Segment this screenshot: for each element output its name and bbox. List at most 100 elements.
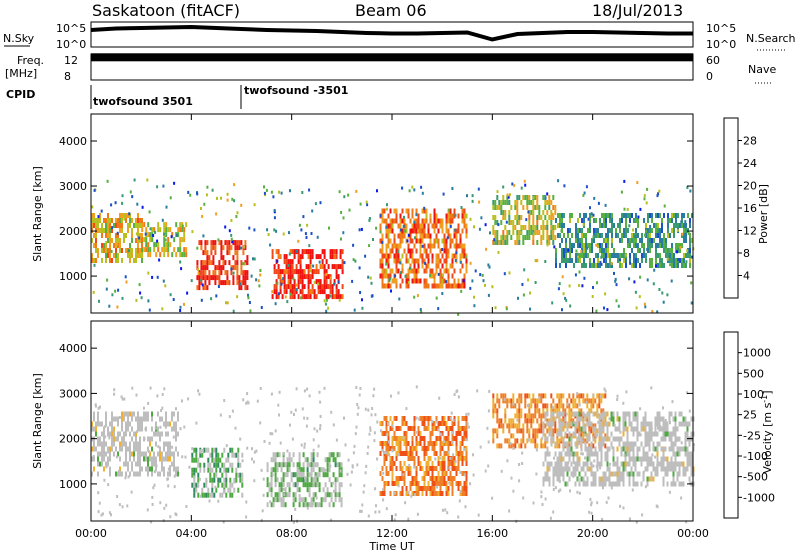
power-cell [277, 294, 280, 300]
velocity-cell [592, 481, 595, 487]
power-cell [295, 249, 298, 253]
velocity-cell [459, 451, 462, 456]
power-cell [532, 240, 535, 245]
power-cell [498, 200, 501, 205]
velocity-cell [656, 464, 659, 468]
power-cell [317, 284, 320, 290]
velocity-cell [688, 451, 691, 457]
velocity-cell [123, 436, 125, 442]
velocity-cell [622, 461, 625, 467]
velocity-cell [544, 497, 547, 501]
power-cell [546, 230, 549, 235]
velocity-cell [624, 456, 627, 462]
velocity-cell [310, 497, 313, 503]
velocity-cell [584, 446, 587, 452]
power-cell [258, 284, 261, 288]
velocity-cell [622, 446, 625, 452]
power-cell [202, 234, 205, 238]
power-cell [546, 200, 549, 205]
power-cell [161, 307, 164, 311]
power-cell [427, 253, 430, 259]
velocity-cell [662, 466, 665, 472]
power-cell [325, 269, 328, 275]
velocity-cell [433, 481, 436, 486]
power-cell [228, 260, 231, 266]
velocity-cell [554, 486, 557, 490]
power-cell [399, 213, 402, 219]
velocity-cell [586, 436, 589, 442]
velocity-cell [272, 497, 275, 503]
velocity-cell [518, 408, 521, 414]
velocity-cell [127, 421, 129, 427]
velocity-cell [632, 456, 635, 462]
power-cell [141, 223, 143, 228]
velocity-cell [564, 416, 567, 422]
power-cell [226, 250, 229, 256]
velocity-cell [223, 467, 226, 473]
power-cell [167, 237, 170, 243]
velocity-cell [161, 431, 163, 437]
power-cell [593, 258, 595, 263]
power-cell [214, 280, 217, 286]
power-cell [583, 248, 585, 253]
velocity-cell [457, 451, 460, 456]
velocity-cell [207, 467, 210, 473]
power-cell [559, 223, 561, 228]
velocity-cell [544, 451, 547, 457]
velocity-cell [143, 437, 146, 441]
power-cell [277, 249, 280, 255]
power-cell [500, 240, 503, 245]
power-cell [95, 223, 97, 228]
velocity-cell [608, 421, 611, 427]
velocity-cell [640, 441, 643, 447]
power-cell [341, 284, 344, 290]
power-cell [534, 259, 537, 263]
velocity-cell [586, 451, 589, 457]
velocity-cell [167, 441, 169, 447]
velocity-cell [666, 481, 669, 487]
power-cell [107, 213, 109, 218]
power-cell [526, 230, 529, 235]
velocity-cell [414, 493, 416, 497]
velocity-cell [544, 393, 547, 399]
power-cell [179, 252, 182, 258]
power-cell [619, 238, 621, 243]
velocity-cell [434, 457, 437, 461]
power-cell [311, 274, 314, 280]
power-cell [435, 218, 438, 224]
power-cell [387, 213, 390, 219]
x-tick-label: 08:00 [276, 527, 308, 540]
velocity-cell [516, 418, 519, 422]
power-cell [683, 238, 685, 243]
velocity-cell [157, 411, 159, 417]
velocity-cell [260, 518, 263, 522]
velocity-cell [439, 441, 442, 446]
velocity-cell [578, 491, 581, 495]
velocity-cell [602, 486, 604, 490]
power-cell [689, 233, 691, 238]
power-cell [603, 248, 605, 253]
velocity-cell [151, 503, 154, 506]
power-cell [667, 253, 669, 258]
velocity-cell [221, 462, 224, 468]
velocity-cell [550, 408, 553, 414]
velocity-cell [286, 472, 289, 478]
velocity-cell [588, 456, 591, 462]
velocity-cell [465, 486, 468, 491]
velocity-cell [590, 428, 593, 434]
power-cell [105, 233, 107, 238]
power-cell [387, 253, 390, 259]
velocity-cell [654, 431, 657, 437]
velocity-cell [570, 461, 573, 467]
velocity-cell [312, 462, 315, 468]
velocity-cell [558, 456, 561, 462]
velocity-cell [664, 471, 667, 477]
velocity-cell [385, 471, 388, 476]
velocity-cell [668, 436, 671, 442]
power-cell [603, 218, 605, 223]
power-cell [185, 247, 188, 253]
velocity-cell [650, 431, 653, 437]
velocity-cell [564, 431, 567, 437]
velocity-cell [237, 472, 240, 478]
power-cell [306, 223, 309, 227]
